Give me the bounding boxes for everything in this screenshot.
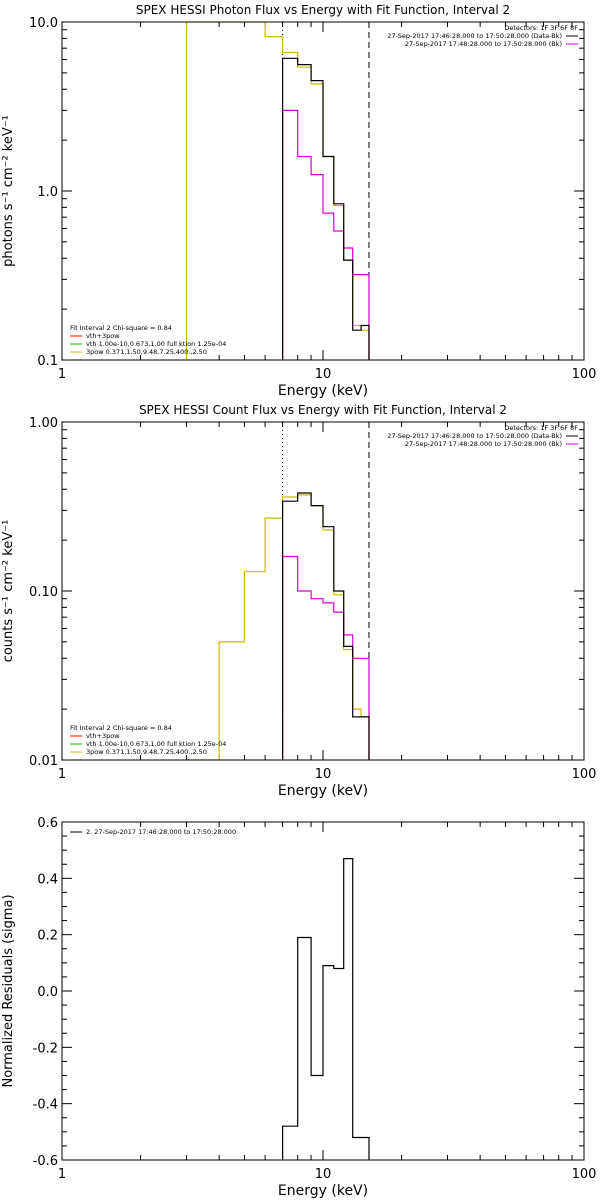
legend-entry-label: vth 1.00e-10,0.673,1.00 full ktion 1.25e… [86,340,226,348]
x-tick-label: 1 [58,1167,66,1182]
y-tick-label: 1.00 [29,416,58,431]
legend-entry-label: vth+3pow [86,332,120,340]
x-tick-label: 1 [58,767,66,782]
x-tick-label: 10 [315,367,332,382]
legend-entry-label: vth+3pow [86,732,120,740]
legend-entry-label: 27-Sep-2017 17:48:28.000 to 17:50:28.000… [405,440,562,448]
y-tick-label: 0.1 [37,354,58,369]
x-tick-label: 100 [572,767,597,782]
y-tick-label: 1.0 [37,185,58,200]
x-tick-label: 1 [58,367,66,382]
x-tick-label: 10 [315,1167,332,1182]
legend-header: Fit Interval 2 Chi-square = 0.84 [70,724,172,732]
chart-panel-1: SPEX HESSI Photon Flux vs Energy with Fi… [1,3,596,399]
legend-entry-label: 27-Sep-2017 17:46:28.000 to 17:50:28.000… [387,432,562,440]
plot-frame [61,821,585,1161]
y-axis-label: counts s⁻¹ cm⁻² keV⁻¹ [1,520,16,663]
series-line-2-27-sep-2017-17-46-28-000-to-17-50-28-000 [282,858,370,1160]
x-tick-label: 10 [315,767,332,782]
legend-entry-label: vth 1.00e-10,0.673,1.00 full ktion 1.25e… [86,740,226,748]
series-line-bk [282,109,370,360]
series-line-data-bk [282,492,370,760]
series-line-bk [282,555,370,760]
y-tick-label: 0.4 [37,872,58,887]
y-tick-label: -0.2 [33,1041,58,1056]
series-line-data-bk [282,57,370,360]
x-axis-label: Energy (keV) [278,1183,368,1199]
legend-entry-label: 2. 27-Sep-2017 17:46:28.000 to 17:50:28.… [86,828,236,836]
plot-data [186,422,370,760]
chart-title: SPEX HESSI Count Flux vs Energy with Fit… [139,403,507,417]
y-tick-label: 10.0 [29,16,58,31]
legend-entry-label: 27-Sep-2017 17:48:28.000 to 17:50:28.000… [405,40,562,48]
y-axis-label: photons s⁻¹ cm⁻² keV⁻¹ [1,115,16,267]
x-axis-label: Energy (keV) [278,783,368,799]
y-axis-label: Normalized Residuals (sigma) [1,894,16,1087]
series-line-3pow [186,494,370,760]
y-tick-label: 0.6 [37,816,58,831]
y-tick-label: -0.4 [33,1098,58,1113]
y-tick-label: 0.10 [29,585,58,600]
plot-frame [61,21,585,361]
chart-panel-2: SPEX HESSI Count Flux vs Energy with Fit… [1,403,596,799]
plot-data [282,858,370,1160]
series-line-3pow [185,22,370,360]
legend-header: Detectors: 1F 3F 6F 8F [504,424,578,432]
legend-entry-label: 3pow 0.371,1.50,9.48,7.25,400.,2.50 [86,348,207,356]
legend-entry-label: 3pow 0.371,1.50,9.48,7.25,400.,2.50 [86,748,207,756]
plot-data [185,22,370,360]
x-tick-label: 100 [572,367,597,382]
y-tick-label: 0.0 [37,985,58,1000]
chart-panel-3: 1 10 100 -0.6 -0.4 -0.2 0.0 0.2 0.4 0.6 Energy (ke… [1,816,596,1199]
legend-header: Fit Interval 2 Chi-square = 0.84 [70,324,172,332]
legend-entry-label: 27-Sep-2017 17:46:28.000 to 17:50:28.000… [387,32,562,40]
x-tick-label: 100 [572,1167,597,1182]
y-tick-label: 0.01 [29,754,58,769]
x-axis-label: Energy (keV) [278,383,368,399]
legend-header: Detectors: 1F 3F 6F 8F [504,24,578,32]
y-tick-label: 0.2 [37,929,58,944]
plot-frame [61,421,585,761]
y-tick-label: -0.6 [33,1154,58,1169]
chart-title: SPEX HESSI Photon Flux vs Energy with Fi… [136,3,510,17]
